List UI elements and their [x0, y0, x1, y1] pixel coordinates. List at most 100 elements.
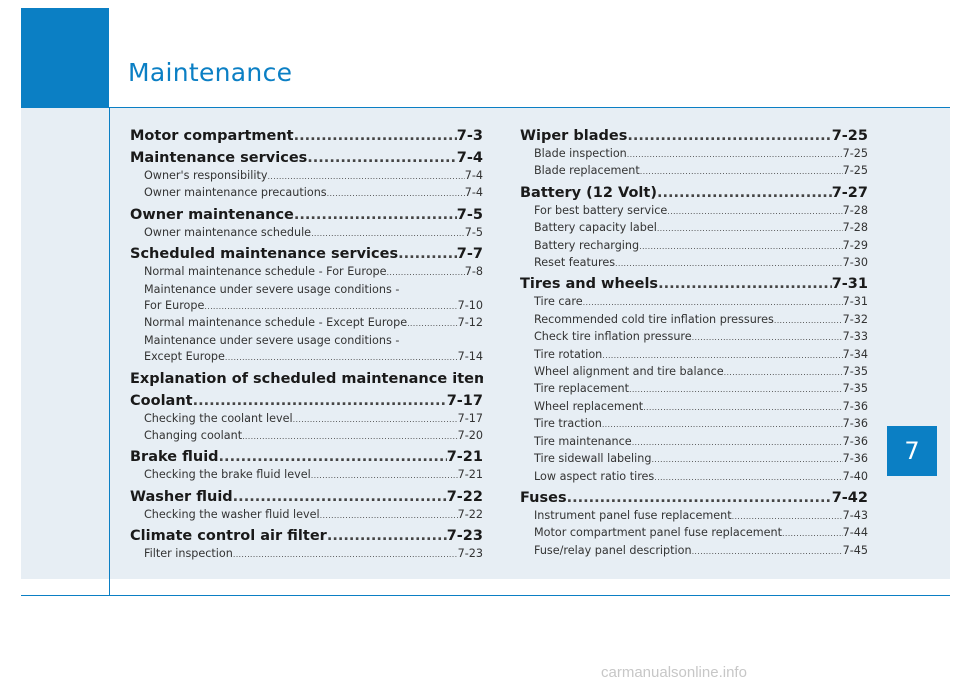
dot-leader [567, 489, 832, 508]
bottom-divider [21, 595, 950, 596]
toc-entry-label: For best battery service [534, 203, 668, 217]
toc-page-number: 7-25 [831, 128, 868, 144]
toc-entry-label: Tire care [534, 295, 583, 309]
toc-subentry[interactable]: Changing coolant 7-20 [130, 428, 483, 445]
toc-subentry[interactable]: Instrument panel fuse replacement 7-43 [520, 508, 868, 525]
toc-page-number: 7-34 [842, 347, 868, 361]
dot-leader [293, 412, 458, 428]
dot-leader [627, 127, 831, 146]
toc-section[interactable]: Tires and wheels 7-31 [520, 275, 868, 294]
toc-entry-label: Washer fluid [130, 488, 233, 505]
toc-section[interactable]: Wiper blades 7-25 [520, 127, 868, 146]
toc-subentry[interactable]: Checking the coolant level 7-17 [130, 411, 483, 428]
toc-subentry[interactable]: Owner maintenance precautions 7-4 [130, 185, 483, 202]
page-title: Maintenance [128, 58, 293, 87]
toc-page-number: 7-10 [457, 299, 483, 313]
toc-subentry[interactable]: Normal maintenance schedule - Except Eur… [130, 315, 483, 332]
toc-subentry-label: Maintenance under severe usage condition… [144, 333, 400, 347]
toc-page-number: 7-21 [446, 449, 483, 466]
toc-subentry[interactable]: Battery capacity label 7-28 [520, 220, 868, 237]
dot-leader [602, 417, 843, 433]
toc-subentry[interactable]: Fuse/relay panel description 7-45 [520, 543, 868, 560]
toc-subentry[interactable]: For Europe 7-10 [130, 298, 483, 315]
toc-entry-label: Normal maintenance schedule - Except Eur… [144, 316, 408, 330]
toc-subentry[interactable]: Owner maintenance schedule 7-5 [130, 225, 483, 242]
toc-subentry[interactable]: Wheel alignment and tire balance 7-35 [520, 364, 868, 381]
toc-page-number: 7-42 [831, 489, 868, 506]
toc-page-number: 7-7 [456, 246, 483, 263]
toc-subentry[interactable]: Filter inspection 7-23 [130, 546, 483, 563]
toc-page-number: 7-3 [456, 128, 483, 144]
toc-entry-label: Battery capacity label [534, 221, 657, 235]
toc-subentry[interactable]: Low aspect ratio tires 7-40 [520, 469, 868, 486]
toc-entry-label: Tire traction [534, 417, 602, 431]
toc-page-number: 7-44 [842, 526, 868, 540]
toc-entry-label: Tire maintenance [534, 434, 632, 448]
chapter-number: 7 [904, 437, 920, 465]
dot-leader [692, 544, 843, 560]
toc-subentry[interactable]: For best battery service 7-28 [520, 203, 868, 220]
dot-leader [657, 184, 832, 203]
toc-section[interactable]: Explanation of scheduled maintenance ite… [130, 370, 483, 389]
toc-section[interactable]: Coolant 7-17 [130, 392, 483, 411]
toc-subentry[interactable]: Recommended cold tire inflation pressure… [520, 312, 868, 329]
toc-subentry[interactable]: Checking the washer fluid level 7-22 [130, 507, 483, 524]
chapter-tab[interactable]: 7 [887, 426, 937, 476]
toc-section[interactable]: Motor compartment 7-3 [130, 127, 483, 146]
dot-leader [311, 226, 465, 242]
toc-subentry[interactable]: Except Europe 7-14 [130, 349, 483, 366]
toc-subentry[interactable]: Tire rotation 7-34 [520, 347, 868, 364]
toc-subentry[interactable]: Blade replacement 7-25 [520, 163, 868, 180]
toc-page-number: 7-33 [842, 330, 868, 344]
toc-page-number: 7-8 [464, 265, 483, 279]
toc-subentry[interactable]: Motor compartment panel fuse replacement… [520, 525, 868, 542]
dot-leader [387, 265, 465, 281]
toc-subentry[interactable]: Battery recharging 7-29 [520, 238, 868, 255]
toc-entry-label: Scheduled maintenance services [130, 246, 399, 263]
toc-subentry[interactable]: Tire traction 7-36 [520, 416, 868, 433]
toc-subentry[interactable]: Normal maintenance schedule - For Europe… [130, 264, 483, 281]
dot-leader [732, 509, 843, 525]
toc-entry-label: Filter inspection [144, 547, 233, 561]
dot-leader [657, 221, 843, 237]
dot-leader [407, 316, 458, 332]
toc-entry-label: Except Europe [144, 350, 225, 364]
toc-entry-label: Battery (12 Volt) [520, 184, 657, 201]
toc-page-number: 7-31 [842, 295, 868, 309]
toc-entry-label: Checking the washer fluid level [144, 507, 320, 521]
toc-subentry[interactable]: Reset features 7-30 [520, 255, 868, 272]
toc-subentry[interactable]: Tire sidewall labeling 7-36 [520, 451, 868, 468]
dot-leader [294, 206, 457, 225]
toc-page-number: 7-43 [842, 508, 868, 522]
toc-section[interactable]: Owner maintenance 7-5 [130, 206, 483, 225]
dot-leader [639, 239, 843, 255]
toc-subentry[interactable]: Tire replacement 7-35 [520, 381, 868, 398]
toc-section[interactable]: Scheduled maintenance services 7-7 [130, 245, 483, 264]
toc-subentry[interactable]: Wheel replacement 7-36 [520, 399, 868, 416]
toc-subentry[interactable]: Checking the brake fluid level 7-21 [130, 467, 483, 484]
toc-subentry[interactable]: Tire care 7-31 [520, 294, 868, 311]
toc-section[interactable]: Battery (12 Volt) 7-27 [520, 184, 868, 203]
toc-subentry[interactable]: Check tire inflation pressure 7-33 [520, 329, 868, 346]
toc-section[interactable]: Fuses 7-42 [520, 489, 868, 508]
toc-entry-label: Changing coolant [144, 429, 243, 443]
toc-subentry[interactable]: Blade inspection 7-25 [520, 146, 868, 163]
dot-leader [632, 435, 843, 451]
toc-page-number: 7-20 [457, 429, 483, 443]
toc-section[interactable]: Brake fluid 7-21 [130, 448, 483, 467]
dot-leader [658, 275, 832, 294]
toc-entry-label: Motor compartment panel fuse replacement [534, 526, 783, 540]
toc-page-number: 7-14 [457, 350, 483, 364]
dot-leader [233, 547, 458, 563]
toc-subentry[interactable]: Tire maintenance 7-36 [520, 434, 868, 451]
toc-entry-label: Blade replacement [534, 164, 640, 178]
dot-leader [294, 127, 457, 146]
toc-section[interactable]: Climate control air filter 7-23 [130, 527, 483, 546]
toc-page-number: 7-31 [831, 276, 868, 293]
toc-entry-label: Owner's responsibility [144, 169, 268, 182]
toc-subentry[interactable]: Owner's responsibility 7-4 [130, 168, 483, 185]
toc-page-number: 7-36 [842, 452, 868, 466]
watermark: carmanualsonline.info [601, 664, 747, 681]
toc-section[interactable]: Washer fluid 7-22 [130, 488, 483, 507]
toc-section[interactable]: Maintenance services 7-4 [130, 149, 483, 168]
